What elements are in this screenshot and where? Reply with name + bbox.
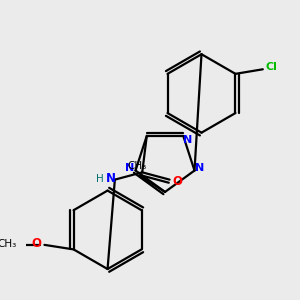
Text: N: N — [125, 163, 135, 173]
Text: Cl: Cl — [266, 62, 278, 73]
Text: H: H — [96, 174, 104, 184]
Text: O: O — [32, 237, 42, 250]
Text: CH₃: CH₃ — [127, 161, 146, 171]
Text: N: N — [195, 163, 205, 173]
Text: N: N — [106, 172, 116, 185]
Text: CH₃: CH₃ — [0, 239, 17, 249]
Text: O: O — [172, 175, 182, 188]
Text: N: N — [183, 135, 192, 146]
